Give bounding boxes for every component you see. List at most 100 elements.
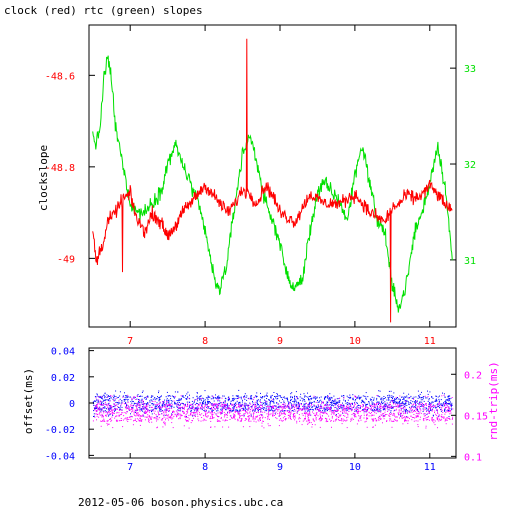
roundtrip-series-point xyxy=(211,415,213,417)
offset-series-point xyxy=(144,403,146,405)
offset-series-point xyxy=(168,395,170,397)
roundtrip-series-point xyxy=(163,416,165,418)
offset-series-point xyxy=(136,398,138,400)
offset-series-point xyxy=(155,398,157,400)
roundtrip-series-point xyxy=(392,414,394,416)
roundtrip-series-point xyxy=(188,408,190,410)
roundtrip-series-point xyxy=(101,416,103,418)
roundtrip-series-point xyxy=(221,397,223,399)
offset-series-point xyxy=(97,395,99,397)
offset-series-point xyxy=(408,403,410,405)
roundtrip-series-point xyxy=(296,397,298,399)
offset-series-point xyxy=(356,397,358,399)
top-x-tick-label: 7 xyxy=(127,336,133,347)
roundtrip-series-point xyxy=(228,426,230,428)
offset-series-point xyxy=(178,408,180,410)
offset-series-point xyxy=(112,414,114,416)
offset-series-point xyxy=(287,406,289,407)
offset-series-point xyxy=(378,404,379,405)
roundtrip-series-point xyxy=(177,403,179,405)
roundtrip-series-point xyxy=(321,406,322,408)
offset-series-point xyxy=(122,395,124,397)
offset-series-point xyxy=(239,408,241,410)
roundtrip-series-point xyxy=(212,404,214,406)
roundtrip-series-point xyxy=(302,414,304,416)
roundtrip-series-point xyxy=(100,400,102,402)
roundtrip-series-point xyxy=(438,420,440,422)
offset-series-point xyxy=(174,391,176,393)
roundtrip-series-point xyxy=(120,414,122,415)
roundtrip-series-point xyxy=(108,412,110,414)
offset-series-point xyxy=(365,398,367,400)
offset-series-point xyxy=(131,399,133,401)
offset-series-point xyxy=(417,390,419,392)
roundtrip-series-point xyxy=(280,410,282,411)
roundtrip-series-point xyxy=(422,403,423,404)
roundtrip-series-point xyxy=(427,416,429,418)
roundtrip-series-point xyxy=(418,413,420,415)
roundtrip-series-point xyxy=(165,403,167,405)
offset-series-point xyxy=(399,401,400,402)
roundtrip-series-point xyxy=(436,409,438,411)
offset-series-point xyxy=(438,400,440,402)
roundtrip-series-point xyxy=(165,407,167,409)
roundtrip-series-point xyxy=(125,407,127,409)
roundtrip-series-point xyxy=(190,403,192,405)
roundtrip-series-point xyxy=(410,406,412,408)
roundtrip-series-point xyxy=(306,411,308,413)
offset-series-point xyxy=(252,409,254,411)
roundtrip-series-point xyxy=(354,410,356,412)
roundtrip-series-point xyxy=(141,419,143,421)
roundtrip-series-point xyxy=(244,405,246,407)
offset-series-point xyxy=(367,409,369,410)
roundtrip-series-point xyxy=(204,411,206,413)
offset-series-point xyxy=(164,409,166,411)
roundtrip-series-point xyxy=(416,406,418,408)
roundtrip-series-point xyxy=(373,414,375,416)
roundtrip-series-point xyxy=(139,405,141,407)
offset-series-point xyxy=(243,396,245,398)
roundtrip-series-point xyxy=(221,411,223,413)
roundtrip-series-point xyxy=(293,407,295,408)
roundtrip-series-point xyxy=(111,412,113,414)
offset-series-point xyxy=(119,398,121,400)
offset-series-point xyxy=(336,402,338,404)
roundtrip-series-point xyxy=(144,410,146,412)
offset-series-point xyxy=(359,396,361,398)
offset-series-point xyxy=(325,410,327,412)
roundtrip-series-point xyxy=(134,419,136,421)
offset-series-point xyxy=(291,410,293,411)
roundtrip-series-point xyxy=(106,413,108,415)
offset-series-point xyxy=(354,402,356,404)
offset-series-point xyxy=(227,412,228,414)
roundtrip-series-point xyxy=(414,417,416,419)
roundtrip-series-point xyxy=(353,415,355,416)
roundtrip-series-point xyxy=(136,406,138,408)
roundtrip-series-point xyxy=(446,406,448,408)
roundtrip-series-point xyxy=(341,418,343,420)
offset-series-point xyxy=(244,402,246,404)
offset-series-point xyxy=(387,409,389,411)
offset-series-point xyxy=(180,403,181,405)
offset-series-point xyxy=(397,397,398,398)
offset-series-point xyxy=(308,402,310,404)
offset-series-point xyxy=(289,415,291,417)
roundtrip-series-point xyxy=(437,416,439,418)
offset-series-point xyxy=(109,395,111,397)
roundtrip-series-point xyxy=(322,402,323,403)
roundtrip-series-point xyxy=(132,410,134,412)
roundtrip-series-point xyxy=(248,408,250,410)
offset-series-point xyxy=(358,397,360,399)
roundtrip-series-point xyxy=(112,427,114,429)
offset-series-point xyxy=(231,398,233,400)
offset-series-point xyxy=(280,396,282,398)
offset-series-point xyxy=(283,396,285,398)
offset-series-point xyxy=(278,403,280,405)
offset-series-point xyxy=(160,396,162,398)
offset-series-point xyxy=(142,404,144,405)
offset-series-point xyxy=(327,397,329,399)
roundtrip-series-point xyxy=(417,414,419,416)
offset-series-point xyxy=(304,403,306,405)
roundtrip-series-point xyxy=(309,414,311,416)
roundtrip-series-point xyxy=(183,413,185,414)
